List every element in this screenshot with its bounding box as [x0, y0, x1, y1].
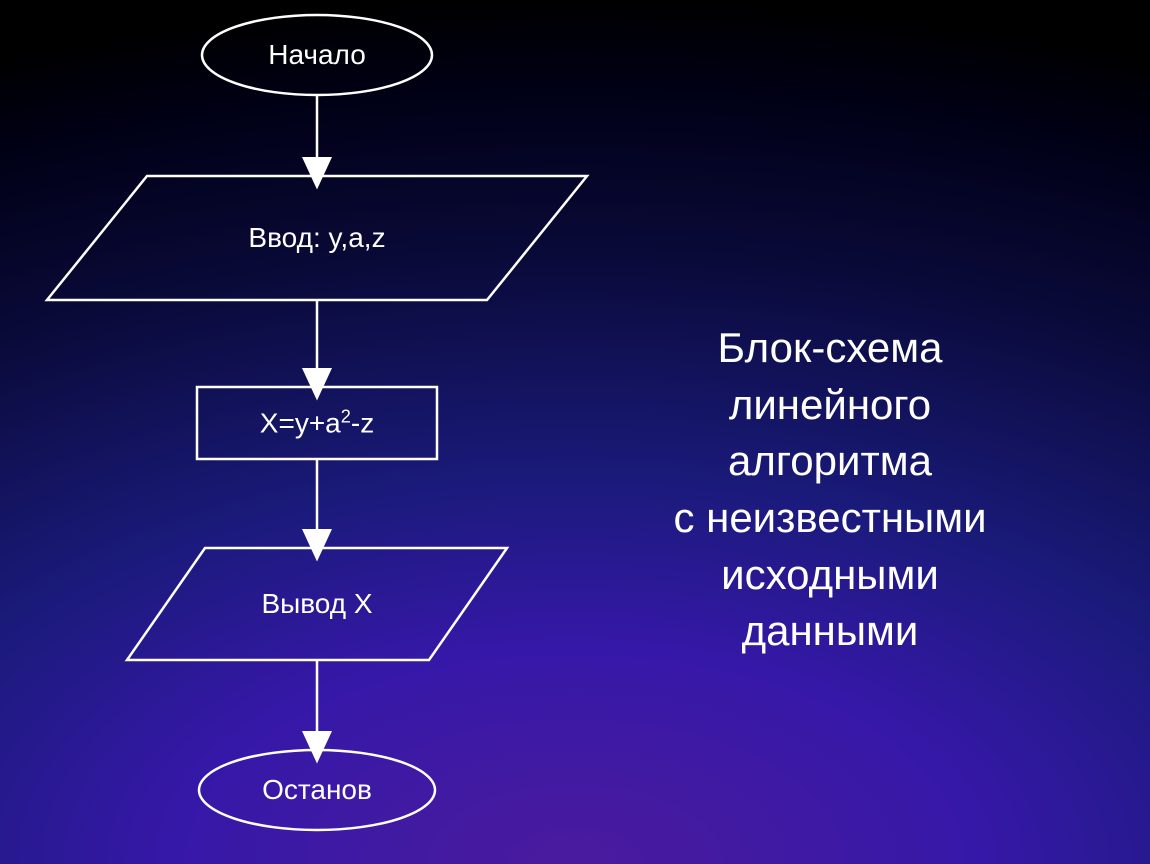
title-line: с неизвестными: [600, 490, 1060, 547]
label-input: Ввод: y,a,z: [248, 222, 385, 254]
title-line: Блок-схема: [600, 320, 1060, 377]
title-line: алгоритма: [600, 433, 1060, 490]
title-line: линейного: [600, 377, 1060, 434]
label-output: Вывод X: [261, 588, 372, 620]
label-stop: Останов: [262, 774, 372, 806]
diagram-title: Блок-схемалинейногоалгоритмас неизвестны…: [600, 320, 1060, 660]
title-line: исходными: [600, 547, 1060, 604]
title-line: данными: [600, 603, 1060, 660]
label-start: Начало: [268, 39, 366, 71]
label-process: X=y+a2-z: [260, 406, 374, 439]
